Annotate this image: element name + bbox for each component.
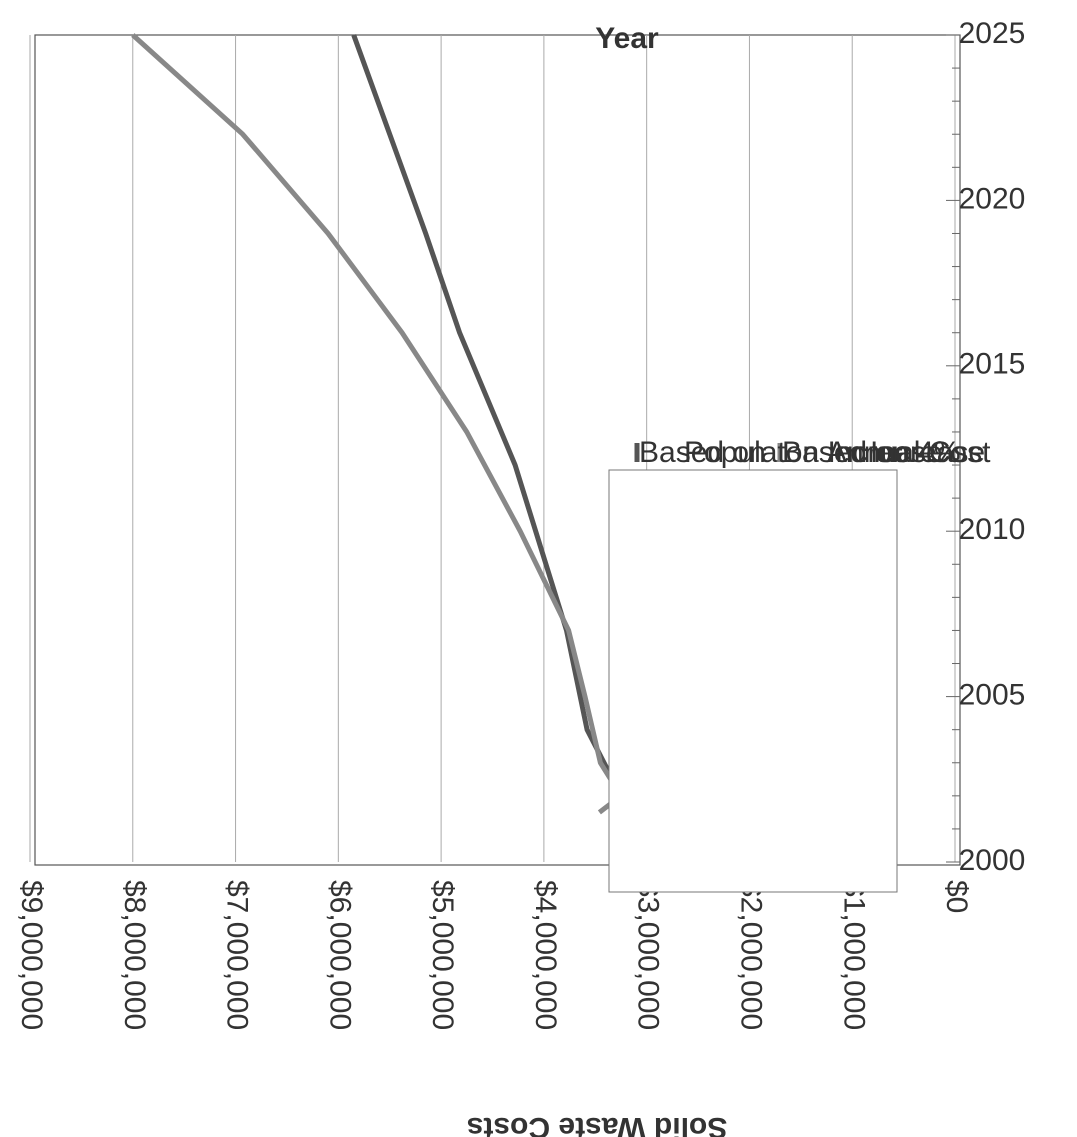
y-tick-label-5: $5,000,000 (426, 880, 459, 1030)
y-tick-label-4: $4,000,000 (529, 880, 562, 1030)
x-tick-label-2020: 2020 (959, 182, 1026, 215)
legend-label-population-line-2: Populaton Increase (684, 436, 943, 469)
x-axis-ticks: 2000 2005 2010 2015 2020 2025 (946, 17, 1025, 877)
x-tick-label-2010: 2010 (959, 513, 1026, 546)
y-tick-label-6: $6,000,000 (323, 880, 356, 1030)
y-tick-label-7: $7,000,000 (221, 880, 254, 1030)
y-tick-label-0: $0 (940, 880, 973, 913)
y-tick-label-3: $3,000,000 (632, 880, 665, 1030)
x-tick-label-2015: 2015 (959, 348, 1026, 381)
y-tick-label-8: $8,000,000 (118, 880, 151, 1030)
y-axis-ticks: $0 $1,000,000 $2,000,000 $3,000,000 $4,000,0… (15, 880, 973, 1030)
legend-label-population-line-1: Based on (639, 436, 766, 469)
x-axis-label: Year (595, 22, 659, 55)
y-tick-label-1: $1,000,000 (837, 880, 870, 1030)
y-tick-label-9: $9,000,000 (15, 880, 48, 1030)
legend-label-cost-line-3: Increase (870, 436, 985, 469)
y-tick-label-2: $2,000,000 (735, 880, 768, 1030)
series-layer (131, 33, 624, 815)
legend: Based on Populaton Increase Based on 4% … (608, 436, 991, 893)
series-line-0 (351, 34, 624, 797)
y-axis-label: Solid Waste Costs (467, 1111, 728, 1137)
x-tick-label-2025: 2025 (959, 17, 1026, 50)
x-tick-label-2005: 2005 (959, 679, 1026, 712)
x-tick-label-2000: 2000 (959, 844, 1026, 877)
legend-box (608, 469, 898, 893)
legend-label-cost-line-2: Annual Cost (827, 436, 991, 469)
rotated-plot-group: 2000 2005 2010 2015 2020 2025 $0 $1,000,000 $2,… (15, 17, 1025, 1137)
legend-label-cost-line-1: Based on 4% (782, 436, 960, 469)
